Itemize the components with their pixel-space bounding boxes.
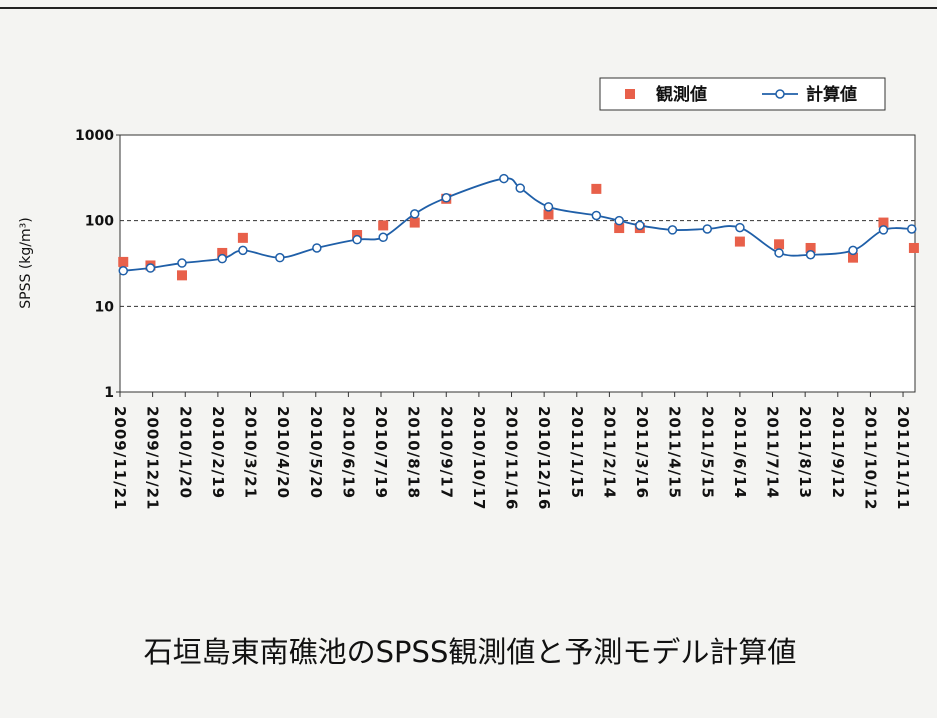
x-tick-label: 2011/9/12: [829, 406, 847, 499]
point: [145, 263, 156, 273]
point: [635, 220, 645, 231]
point: [378, 232, 388, 243]
point: [441, 193, 452, 203]
x-tick-label: 2010/3/21: [242, 406, 260, 499]
point: [312, 243, 322, 253]
point: [378, 220, 389, 231]
point: [805, 250, 816, 260]
point: [217, 253, 227, 264]
legend: [599, 77, 886, 111]
x-tick-label: 2011/7/14: [764, 406, 782, 499]
x-tick-label: 2011/1/15: [568, 406, 586, 499]
legend-label: 観測値: [656, 84, 707, 105]
point: [118, 266, 129, 276]
point: [591, 183, 602, 194]
x-tick-label: 2010/1/20: [176, 406, 194, 499]
x-tick-label: 2010/11/16: [503, 406, 521, 510]
y-axis-label: SPSS (kg/m³): [18, 217, 34, 308]
x-tick-label: 2009/12/21: [144, 406, 162, 510]
x-tick-label: 2011/6/14: [731, 406, 749, 499]
point: [878, 225, 889, 235]
x-tick-label: 2010/8/18: [405, 406, 423, 499]
point: [848, 245, 858, 256]
point: [275, 252, 285, 263]
point: [409, 209, 420, 219]
x-tick-label: 2010/2/19: [209, 406, 227, 499]
point: [543, 202, 554, 212]
point: [908, 242, 919, 253]
point: [848, 252, 859, 263]
point: [118, 256, 129, 267]
point: [774, 239, 785, 250]
legend-marker: [775, 89, 785, 99]
x-tick-label: 2010/6/19: [339, 406, 357, 499]
point: [878, 217, 889, 228]
point: [906, 224, 917, 234]
x-tick-label: 2010/4/20: [274, 406, 292, 499]
point: [237, 232, 248, 243]
point: [774, 248, 784, 258]
y-tick-label: 10: [95, 299, 115, 315]
plot-area: [119, 134, 916, 393]
point: [805, 242, 816, 253]
chart-title: 石垣島東南礁池のSPSS観測値と予測モデル計算値: [144, 635, 797, 669]
point: [702, 224, 713, 234]
point: [499, 173, 509, 184]
point: [735, 222, 745, 233]
x-tick-label: 2011/4/15: [666, 406, 684, 499]
x-tick-label: 2010/9/17: [437, 406, 455, 499]
x-tick-label: 2010/5/20: [307, 406, 325, 499]
x-tick-label: 2010/12/16: [535, 406, 553, 510]
point: [177, 258, 187, 268]
x-tick-label: 2011/8/13: [796, 406, 814, 499]
x-tick-label: 2011/2/14: [600, 406, 618, 499]
y-tick-label: 1000: [75, 128, 114, 144]
point: [614, 223, 625, 234]
x-tick-label: 2011/11/11: [894, 406, 912, 510]
x-tick-label: 2011/10/12: [861, 406, 879, 510]
y-tick-label: 1: [104, 385, 114, 401]
x-tick-label: 2011/3/16: [633, 406, 651, 499]
legend-marker: [625, 89, 635, 99]
y-tick-label: 100: [85, 214, 114, 230]
legend-label: 計算値: [806, 84, 857, 105]
point: [352, 234, 362, 245]
point: [217, 247, 228, 258]
point: [734, 236, 745, 247]
point: [409, 217, 420, 228]
point: [176, 270, 187, 281]
point: [591, 210, 602, 221]
point: [667, 225, 678, 235]
point: [238, 245, 248, 256]
x-tick-label: 2009/11/21: [111, 406, 129, 510]
point: [614, 215, 624, 226]
x-tick-label: 2011/5/15: [698, 406, 716, 499]
point: [543, 209, 554, 220]
point: [515, 183, 525, 193]
x-tick-label: 2010/10/17: [470, 406, 488, 510]
x-tick-label: 2010/7/19: [372, 406, 390, 499]
